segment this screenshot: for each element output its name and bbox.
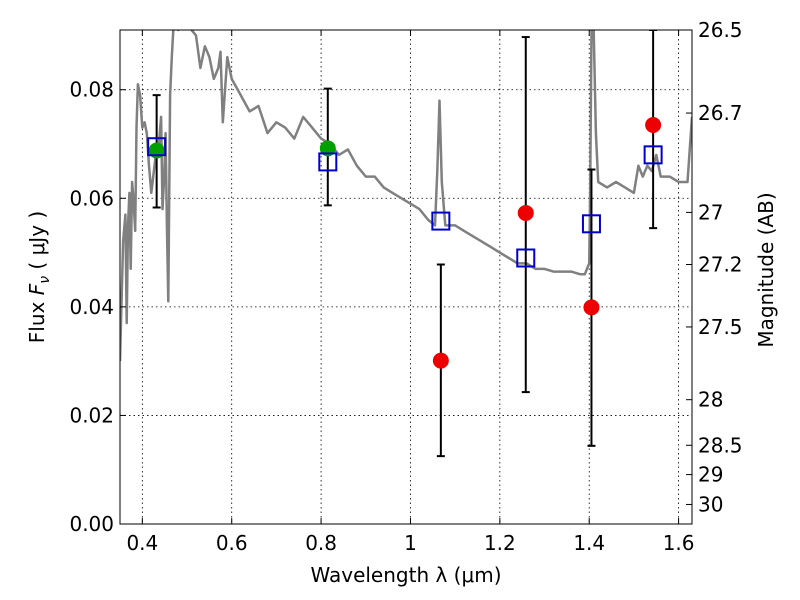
model-spectrum-line <box>120 30 692 362</box>
y2-axis-label: Magnitude (AB) <box>754 192 778 347</box>
y2-tick-label: 26.5 <box>698 18 743 42</box>
x-tick-label: 0.8 <box>305 531 337 555</box>
x-tick-label: 1.4 <box>573 531 605 555</box>
detection-point <box>319 140 336 157</box>
y2-tick-label: 27.5 <box>698 315 743 339</box>
y-tick-label: 0.08 <box>69 78 114 102</box>
model-flux-square <box>431 211 451 231</box>
plot-frame <box>119 29 693 525</box>
error-bars <box>152 30 658 458</box>
x-tick-label: 1.6 <box>663 531 695 555</box>
y-tick-label: 0.04 <box>69 295 114 319</box>
model-flux-square <box>318 152 338 172</box>
y-tick-label: 0.00 <box>69 512 114 536</box>
plot-area <box>120 30 692 458</box>
model-flux-square <box>581 214 601 234</box>
y-axis-label: Flux Fν ( μJy ) <box>25 211 53 343</box>
x-tick-label: 1.2 <box>484 531 516 555</box>
grid-lines <box>120 30 692 525</box>
detection-points <box>148 140 336 159</box>
y2-tick-label: 29 <box>698 463 723 487</box>
low-sn-point <box>432 352 449 369</box>
y-tick-label: 0.02 <box>69 403 114 427</box>
x-tick-label: 0.4 <box>126 531 158 555</box>
y2-tick-label: 28.5 <box>698 433 743 457</box>
x-axis-label: Wavelength λ (μm) <box>310 563 501 587</box>
low-sn-point <box>583 299 600 316</box>
low-sn-point <box>517 204 534 221</box>
axes: 0.4 0.6 0.8 1 1.2 1.4 1.6 0.00 0.02 0.04 0.06 0.08 2… <box>69 18 742 555</box>
model-flux-squares <box>147 137 663 268</box>
y2-tick-label: 27.2 <box>698 253 743 277</box>
model-flux-square <box>643 145 663 165</box>
x-tick-label: 1 <box>404 531 417 555</box>
low-sn-points <box>432 117 662 369</box>
model-flux-square <box>147 137 167 157</box>
model-flux-square <box>516 248 536 268</box>
y2-tick-label: 27 <box>698 200 723 224</box>
y2-tick-label: 28 <box>698 388 723 412</box>
y-tick-label: 0.06 <box>69 186 114 210</box>
x-tick-label: 0.6 <box>216 531 248 555</box>
y2-tick-label: 26.7 <box>698 101 743 125</box>
y2-tick-label: 30 <box>698 492 723 516</box>
low-sn-point <box>645 117 662 133</box>
